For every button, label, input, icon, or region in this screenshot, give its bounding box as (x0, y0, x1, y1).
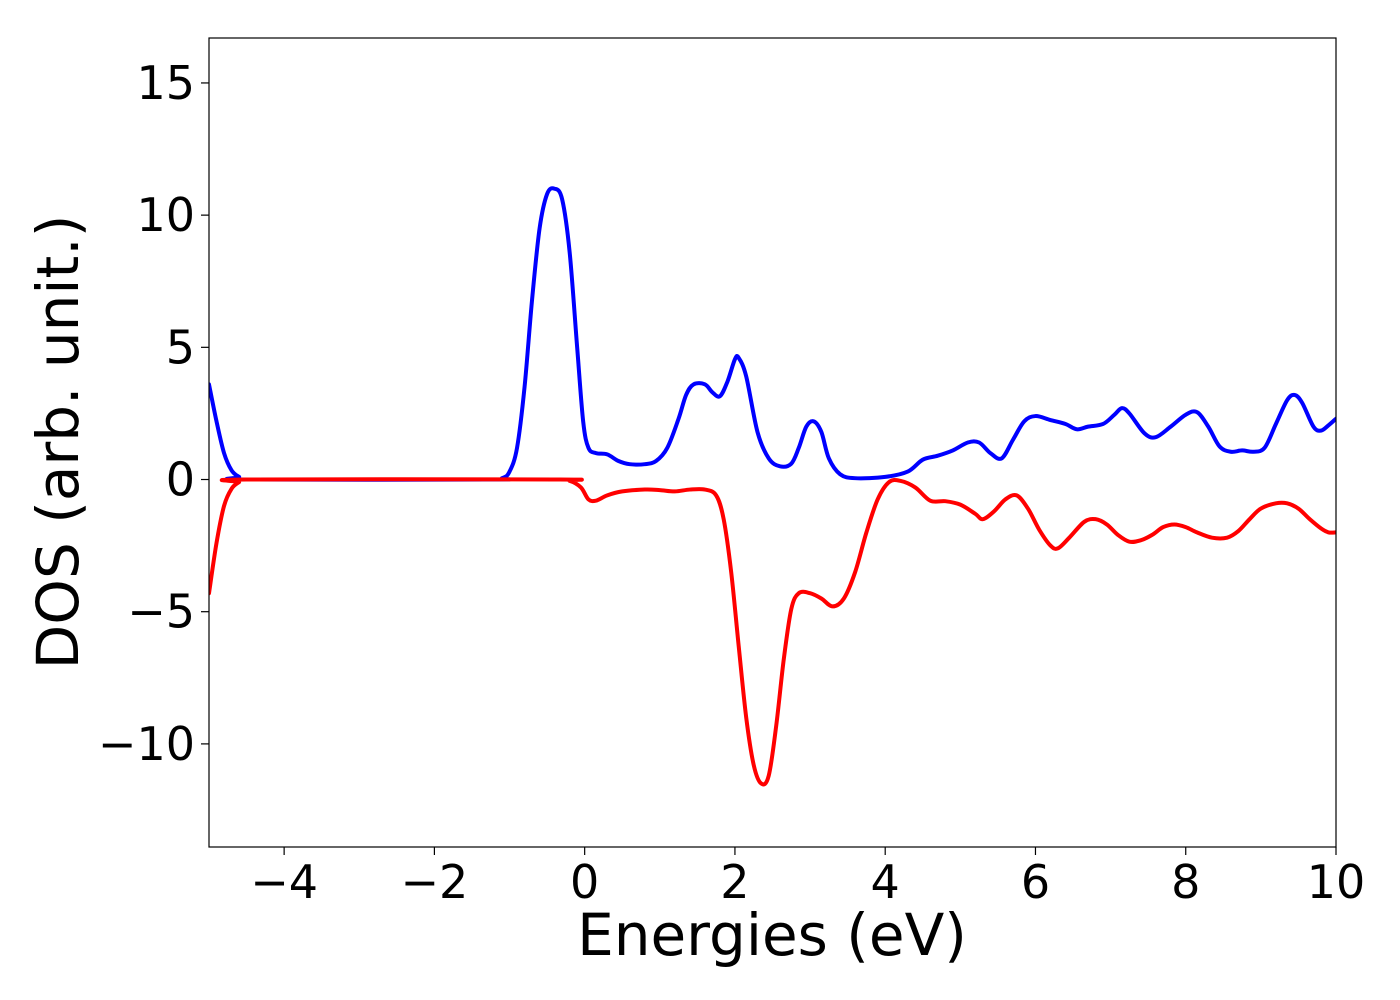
x-axis-label: Energies (eV) (577, 901, 967, 969)
y-tick-label: 10 (136, 188, 195, 242)
x-tick-label: 10 (1307, 855, 1366, 909)
y-tick-label: −5 (127, 585, 195, 639)
x-tick-label: −4 (250, 855, 318, 909)
y-axis-label: DOS (arb. unit.) (24, 215, 92, 670)
y-tick-label: −10 (98, 717, 195, 771)
x-tick-label: 6 (1021, 855, 1050, 909)
plot-lines (209, 186, 1336, 787)
dos-spin-down-line (209, 477, 1336, 787)
x-axis-ticks: −4 −2 0 2 4 6 8 10 (250, 847, 1365, 909)
x-tick-label: 2 (720, 855, 749, 909)
x-tick-label: 8 (1171, 855, 1200, 909)
y-tick-label: 0 (166, 453, 195, 507)
y-tick-label: 15 (136, 56, 195, 110)
x-tick-label: 0 (570, 855, 599, 909)
plot-frame (208, 37, 1337, 848)
x-tick-label: −2 (400, 855, 468, 909)
y-tick-label: 5 (166, 320, 195, 374)
x-tick-label: 4 (871, 855, 900, 909)
y-axis-ticks: −10 −5 0 5 10 15 (98, 56, 209, 771)
dos-spin-up-line (209, 186, 1336, 482)
